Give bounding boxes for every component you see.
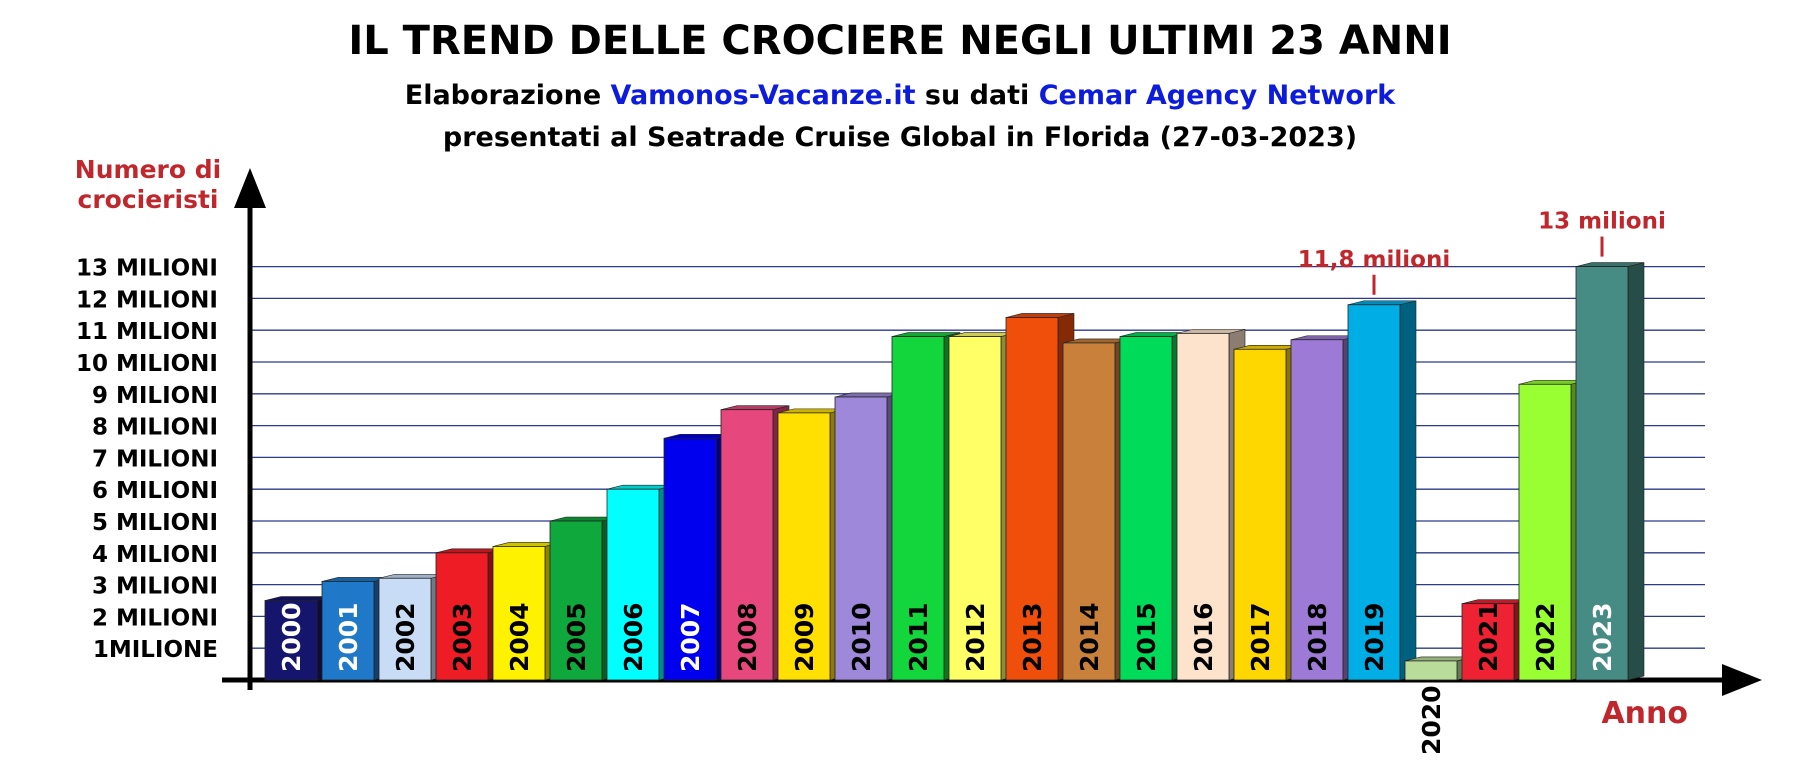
bar-front-2016 — [1176, 332, 1230, 681]
bar-label-2013: 2013 — [1018, 602, 1047, 672]
bar-label-2004: 2004 — [505, 602, 534, 672]
bar-front-2008 — [720, 409, 774, 681]
bar-label-2020: 2020 — [1417, 685, 1446, 755]
y-tick-label: 8 MILIONI — [92, 415, 218, 441]
bar-label-2012: 2012 — [961, 602, 990, 672]
subtitle-source-site: Vamonos-Vacanze.it — [610, 80, 916, 111]
y-tick-label: 13 MILIONI — [76, 256, 218, 282]
chart-subtitle-line2: presentati al Seatrade Cruise Global in … — [442, 122, 1358, 153]
bar-front-2007 — [663, 437, 717, 681]
bar-front-2009 — [777, 412, 831, 681]
y-axis-arrow — [234, 168, 266, 208]
subtitle-text-2: su dati — [915, 80, 1039, 111]
y-axis-label-line1: Numero di — [75, 155, 221, 184]
bar-side-2019 — [1399, 300, 1417, 681]
bar-label-2003: 2003 — [448, 602, 477, 672]
bar-label-2014: 2014 — [1075, 602, 1104, 672]
bar-front-2000 — [264, 600, 318, 681]
bar-front-2011 — [891, 336, 945, 681]
bar-front-2014 — [1062, 342, 1116, 681]
y-tick-label: 1MILIONE — [93, 637, 218, 663]
bar-front-2010 — [834, 396, 888, 681]
bar-label-2000: 2000 — [277, 602, 306, 672]
bar-label-2022: 2022 — [1531, 602, 1560, 672]
chart-subtitle-line1: Elaborazione Vamonos-Vacanze.it su dati … — [0, 80, 1800, 111]
bar-front-2019 — [1347, 304, 1401, 681]
bar-label-2006: 2006 — [619, 602, 648, 672]
bar-side-2023 — [1627, 262, 1645, 681]
y-axis-label-line2: crocieristi — [78, 185, 219, 214]
y-tick-label: 2 MILIONI — [92, 605, 218, 631]
bar-front-2002 — [378, 577, 432, 681]
subtitle-text-1: Elaborazione — [404, 80, 611, 111]
annotation-label-2019: 11,8 milioni — [1298, 247, 1450, 273]
bar-label-2018: 2018 — [1303, 602, 1332, 672]
bar-front-2001 — [321, 581, 375, 681]
bar-label-2016: 2016 — [1189, 602, 1218, 672]
bar-front-2017 — [1233, 348, 1287, 681]
bar-front-2006 — [606, 488, 660, 681]
bar-label-2021: 2021 — [1474, 602, 1503, 672]
bar-label-2007: 2007 — [676, 602, 705, 672]
annotation-label-2023: 13 milioni — [1538, 209, 1666, 235]
bar-front-2003 — [435, 552, 489, 681]
bar-label-2008: 2008 — [733, 602, 762, 672]
bar-2021: 2021 — [1461, 599, 1531, 681]
bar-2012: 2012 — [948, 332, 1018, 681]
subtitle-source-agency: Cemar Agency Network — [1038, 80, 1396, 111]
bar-front-2005 — [549, 520, 603, 681]
bar-label-2017: 2017 — [1246, 602, 1275, 672]
bar-front-2021 — [1461, 603, 1515, 681]
bar-2004: 2004 — [492, 542, 562, 681]
x-axis-arrow — [1722, 664, 1762, 696]
bar-label-2002: 2002 — [391, 602, 420, 672]
bar-2007: 2007 — [663, 433, 733, 681]
chart-title: IL TREND DELLE CROCIERE NEGLI ULTIMI 23 … — [348, 18, 1452, 64]
bar-front-2012 — [948, 336, 1002, 681]
bar-front-2023 — [1575, 266, 1629, 681]
y-tick-label: 12 MILIONI — [76, 287, 218, 313]
bar-front-2020 — [1404, 660, 1458, 681]
bar-front-2004 — [492, 546, 546, 681]
bar-label-2015: 2015 — [1132, 602, 1161, 672]
annotations: 11,8 milioni 13 milioni — [1298, 209, 1666, 295]
bar-label-2023: 2023 — [1588, 602, 1617, 672]
y-tick-label: 6 MILIONI — [92, 478, 218, 504]
bar-front-2015 — [1119, 336, 1173, 681]
y-tick-label: 4 MILIONI — [92, 542, 218, 568]
y-tick-label: 11 MILIONI — [76, 319, 218, 345]
y-tick-label: 9 MILIONI — [92, 383, 218, 409]
bar-label-2011: 2011 — [904, 602, 933, 672]
y-tick-labels: 1MILIONE 2 MILIONI 3 MILIONI 4 MILIONI 5 MIL… — [76, 256, 218, 664]
bar-front-2018 — [1290, 339, 1344, 681]
bars: 2000 2001 2002 2003 2004 2005 2006 2007 2008 2009… — [264, 262, 1645, 755]
bar-label-2009: 2009 — [790, 602, 819, 672]
bar-front-2022 — [1518, 383, 1572, 681]
bar-2001: 2001 — [321, 577, 391, 681]
x-axis-label: Anno — [1601, 696, 1688, 731]
bar-2023: 2023 — [1575, 262, 1645, 681]
bar-front-2013 — [1005, 317, 1059, 681]
bar-label-2019: 2019 — [1360, 602, 1389, 672]
bar-2019: 2019 — [1347, 300, 1417, 681]
y-tick-label: 10 MILIONI — [76, 351, 218, 377]
bar-label-2010: 2010 — [847, 602, 876, 672]
bar-2013: 2013 — [1005, 313, 1075, 681]
bar-2011: 2011 — [891, 332, 961, 681]
y-tick-label: 5 MILIONI — [92, 510, 218, 536]
bar-label-2001: 2001 — [334, 602, 363, 672]
y-tick-label: 7 MILIONI — [92, 446, 218, 472]
y-tick-label: 3 MILIONI — [92, 574, 218, 600]
bar-label-2005: 2005 — [562, 602, 591, 672]
